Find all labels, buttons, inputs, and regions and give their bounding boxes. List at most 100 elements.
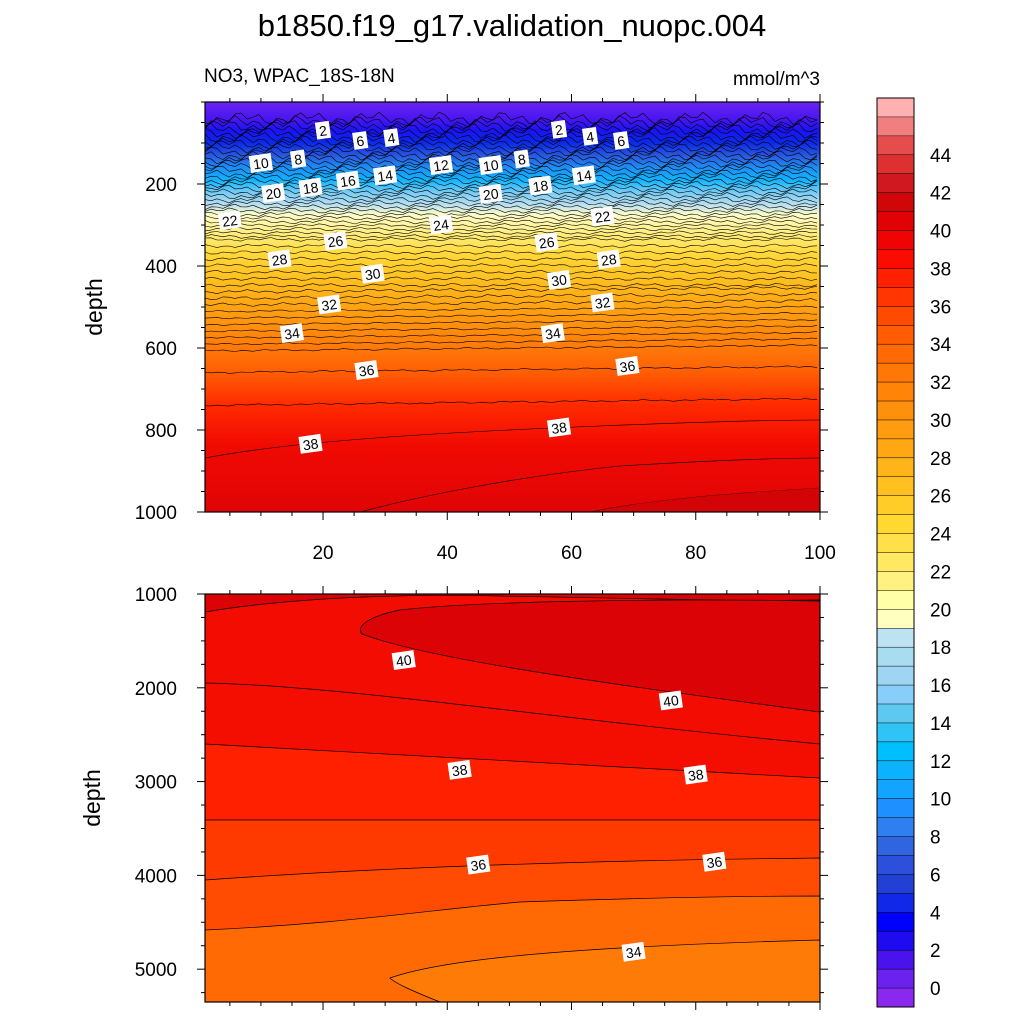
contour-line: [205, 111, 818, 126]
colorbar-swatch: [877, 628, 914, 648]
contour-label-text: 28: [271, 251, 289, 269]
contour-label-box: [702, 851, 727, 872]
contour-label: 4: [581, 126, 599, 146]
contour-label-box: [289, 149, 307, 169]
contour-label-box: [581, 126, 599, 146]
colorbar-swatch: [877, 344, 914, 364]
contour-label-text: 18: [302, 179, 320, 197]
colorbar: 0246810121416182022242628303234363840424…: [876, 97, 952, 1008]
contour-label: 34: [540, 323, 565, 344]
contour-line: [205, 161, 818, 172]
colorbar-swatch: [877, 306, 914, 326]
colorbar-label: 26: [930, 487, 951, 508]
colorbar-swatch: [877, 969, 914, 989]
contour-line: [205, 250, 818, 255]
colorbar-swatch: [877, 893, 914, 913]
contour-line: [205, 142, 818, 154]
colorbar-label: 44: [930, 146, 952, 167]
upper-contours: [205, 111, 820, 512]
contour-label: 34: [279, 323, 304, 344]
colorbar-swatch: [877, 704, 914, 724]
contour-line: [205, 312, 818, 320]
contour-label-text: 38: [687, 766, 705, 784]
contour-label-box: [466, 854, 491, 875]
colorbar-swatch: [877, 173, 914, 193]
lower-band-40b: [360, 599, 820, 713]
contour-label-box: [279, 323, 304, 344]
colorbar-blocks: [877, 98, 914, 1008]
contour-line: [205, 318, 818, 326]
contour-line: [205, 169, 818, 179]
contour-line: [205, 126, 818, 140]
contour-label-box: [267, 249, 292, 270]
contour-line: [205, 325, 818, 333]
colorbar-swatch: [877, 211, 914, 231]
y-tick-label: 2000: [135, 679, 177, 700]
contour-line: [205, 269, 818, 275]
contour-label-text: 30: [550, 271, 568, 289]
contour-label-box: [314, 120, 332, 140]
contour-label-text: 40: [662, 692, 680, 710]
contour-label-box: [217, 210, 242, 231]
contour-label-box: [546, 269, 572, 290]
contour-label: 36: [702, 851, 727, 872]
contour-line: [205, 219, 818, 225]
contour-label: 36: [354, 360, 379, 381]
contour-label: 10: [248, 153, 273, 173]
contour-label-box: [571, 165, 596, 186]
colorbar-swatch: [877, 874, 914, 894]
contour-line: [205, 256, 818, 262]
contour-label-box: [478, 183, 503, 204]
colorbar-swatch: [877, 590, 914, 610]
contour-label-text: 18: [532, 177, 550, 195]
contour-label-text: 20: [265, 184, 283, 202]
contour-label: 20: [478, 183, 503, 204]
lower-plot-frame: [204, 593, 821, 1003]
colorbar-swatch: [877, 798, 914, 818]
colorbar-swatch: [877, 817, 914, 837]
contour-label-text: 36: [358, 362, 376, 380]
contour-label-text: 38: [451, 761, 469, 779]
contour-label-box: [323, 230, 348, 251]
contour-line: [205, 283, 818, 288]
x-tick-label: 60: [561, 543, 582, 564]
contour-line: [205, 134, 818, 147]
colorbar-label: 18: [930, 638, 951, 659]
contour-line: [205, 305, 818, 313]
contour-label: 26: [323, 230, 348, 251]
colorbar-swatch: [877, 476, 914, 496]
colorbar-swatch: [877, 609, 914, 629]
y-tick-label: 200: [145, 175, 177, 196]
colorbar-swatch: [877, 666, 914, 686]
colorbar-swatch: [877, 571, 914, 591]
contour-label: 6: [613, 131, 630, 150]
colorbar-swatch: [877, 855, 914, 875]
colorbar-swatch: [877, 722, 914, 743]
upper-x-axis: 20 40 60 80 100: [229, 94, 836, 564]
contour-label: 4: [383, 128, 400, 147]
y-tick-label: 5000: [135, 960, 177, 981]
contour-label-text: 36: [619, 357, 637, 375]
contour-line: [205, 331, 818, 339]
colorbar-swatch: [877, 419, 914, 440]
colorbar-swatch: [877, 287, 914, 307]
colorbar-swatch: [877, 931, 914, 951]
colorbar-label: 20: [930, 600, 951, 621]
chart-title: b1850.f19_g17.validation_nuopc.004: [258, 8, 767, 43]
contour-label-text: 30: [364, 265, 382, 283]
x-tick-label: 80: [685, 543, 706, 564]
contour-label: 22: [590, 206, 615, 227]
contour-label: 38: [546, 417, 572, 438]
contour-label-text: 4: [386, 130, 396, 147]
contour-label-box: [478, 155, 503, 176]
contour-label-text: 2: [554, 121, 564, 138]
contour-line: [205, 207, 818, 214]
contour-line: [205, 199, 818, 207]
colorbar-swatch: [877, 552, 914, 572]
colorbar-swatch: [877, 836, 914, 856]
colorbar-swatch: [877, 533, 914, 553]
colorbar-labels: 0246810121416182022242628303234363840424…: [930, 146, 952, 1000]
colorbar-swatch: [877, 988, 914, 1008]
